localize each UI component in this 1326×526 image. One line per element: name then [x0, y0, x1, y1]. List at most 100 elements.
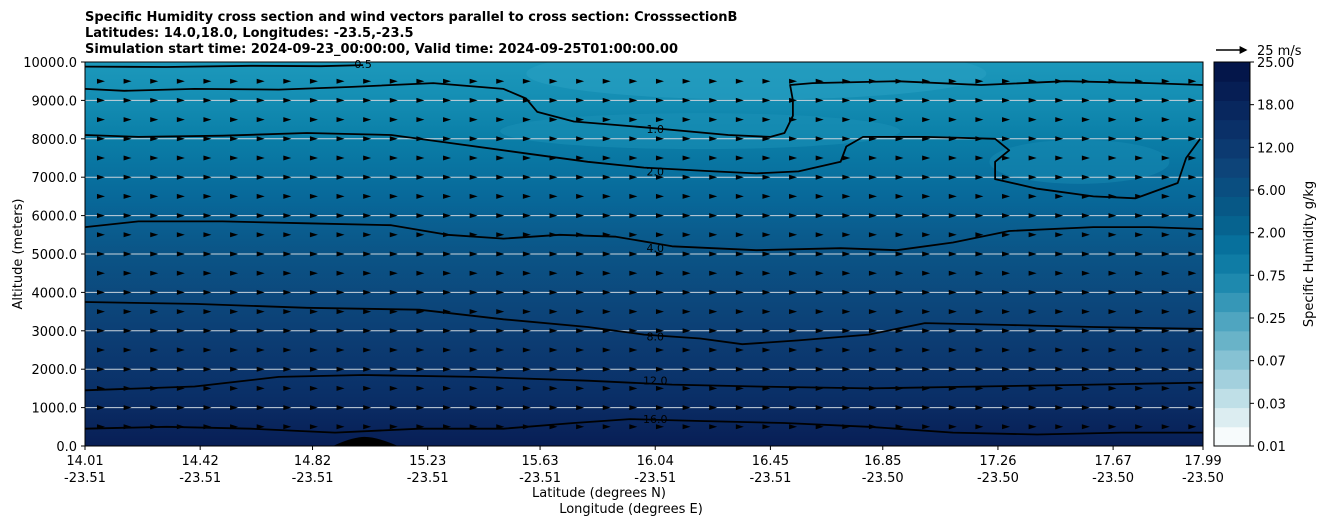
wind-arrow — [682, 117, 691, 123]
wind-arrow — [522, 193, 531, 199]
wind-arrow — [576, 78, 585, 84]
wind-arrow — [176, 174, 185, 180]
wind-arrow — [416, 97, 425, 103]
wind-arrow — [389, 174, 398, 180]
wind-arrow — [1028, 366, 1037, 372]
wind-arrow — [922, 97, 931, 103]
wind-arrow — [389, 385, 398, 391]
y-tick-label: 0.0 — [56, 440, 77, 455]
wind-arrow — [842, 193, 851, 199]
wind-arrow — [1135, 117, 1144, 123]
wind-arrow — [842, 309, 851, 315]
wind-arrow — [336, 309, 345, 315]
wind-arrow — [1135, 155, 1144, 161]
wind-arrow — [176, 309, 185, 315]
wind-arrow — [443, 270, 452, 276]
wind-arrow — [602, 270, 611, 276]
wind-arrow — [922, 213, 931, 219]
wind-arrow — [789, 136, 798, 142]
wind-arrow — [363, 136, 372, 142]
wind-arrow — [496, 174, 505, 180]
wind-arrow — [815, 136, 824, 142]
wind-arrow — [283, 347, 292, 353]
wind-arrow — [283, 366, 292, 372]
wind-arrow — [576, 193, 585, 199]
wind-arrow — [283, 97, 292, 103]
wind-arrow — [868, 251, 877, 257]
wind-arrow — [309, 385, 318, 391]
wind-arrow — [256, 366, 265, 372]
wind-arrow — [629, 405, 638, 411]
wind-arrow — [1108, 251, 1117, 257]
wind-arrow — [309, 347, 318, 353]
wind-arrow — [1161, 78, 1170, 84]
wind-arrow — [1161, 213, 1170, 219]
wind-arrow — [123, 155, 132, 161]
wind-arrow — [1002, 174, 1011, 180]
wind-arrow — [363, 232, 372, 238]
wind-arrow — [336, 213, 345, 219]
wind-arrow — [230, 251, 239, 257]
wind-arrow — [150, 328, 159, 334]
wind-arrow — [416, 347, 425, 353]
wind-arrow — [602, 78, 611, 84]
wind-arrow — [309, 174, 318, 180]
wind-arrow — [1028, 251, 1037, 257]
x-tick-label-longitude: -23.51 — [179, 471, 221, 486]
wind-arrow — [230, 366, 239, 372]
terrain-bump — [333, 436, 398, 446]
wind-arrow — [895, 174, 904, 180]
wind-arrow — [1161, 270, 1170, 276]
wind-arrow — [975, 251, 984, 257]
wind-arrow — [815, 155, 824, 161]
wind-arrow — [815, 117, 824, 123]
colorbar-cell — [1214, 369, 1250, 389]
wind-arrow — [443, 78, 452, 84]
wind-arrow — [576, 213, 585, 219]
wind-arrow — [283, 174, 292, 180]
colorbar-cell — [1214, 119, 1250, 140]
contour-line — [85, 64, 364, 68]
wind-arrow — [735, 78, 744, 84]
wind-arrow — [1081, 270, 1090, 276]
wind-arrow — [1055, 328, 1064, 334]
wind-arrow — [522, 347, 531, 353]
wind-arrow — [176, 97, 185, 103]
colorbar-tick-label: 12.00 — [1257, 141, 1294, 156]
wind-arrow — [629, 155, 638, 161]
x-tick-label-latitude: 14.42 — [182, 454, 219, 469]
wind-arrow — [469, 270, 478, 276]
wind-arrow — [1028, 270, 1037, 276]
wind-arrow — [283, 251, 292, 257]
wind-arrow — [655, 97, 664, 103]
wind-arrow — [975, 270, 984, 276]
wind-arrow — [576, 136, 585, 142]
wind-arrow — [789, 366, 798, 372]
wind-arrow — [123, 213, 132, 219]
wind-arrow — [1108, 174, 1117, 180]
wind-arrow — [789, 174, 798, 180]
wind-arrow — [975, 193, 984, 199]
wind-arrow — [123, 405, 132, 411]
wind-arrow — [629, 347, 638, 353]
wind-arrow — [1002, 117, 1011, 123]
wind-arrow — [522, 136, 531, 142]
wind-arrow — [842, 289, 851, 295]
wind-arrow — [1028, 136, 1037, 142]
wind-arrow — [363, 424, 372, 430]
wind-arrow — [629, 193, 638, 199]
wind-arrow — [176, 213, 185, 219]
contour-line — [85, 132, 1201, 200]
wind-arrow — [443, 193, 452, 199]
wind-arrow — [309, 136, 318, 142]
wind-arrow — [842, 251, 851, 257]
wind-arrow — [1108, 155, 1117, 161]
wind-arrow — [1108, 270, 1117, 276]
colorbar-tick-label: 0.03 — [1257, 397, 1286, 412]
wind-arrow — [416, 78, 425, 84]
wind-arrow — [549, 309, 558, 315]
wind-arrow — [416, 366, 425, 372]
wind-arrow — [1188, 232, 1197, 238]
wind-arrow — [1055, 155, 1064, 161]
wind-arrow — [1002, 136, 1011, 142]
